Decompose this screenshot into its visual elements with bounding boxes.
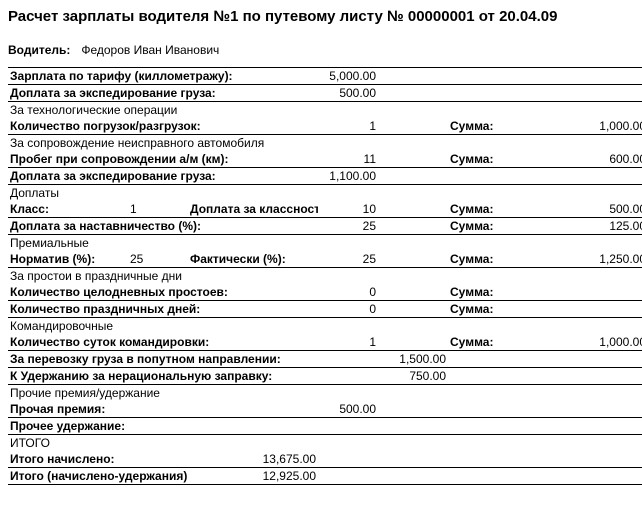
val: 750.00 bbox=[378, 368, 448, 385]
lbl: Количество целодневных простоев: bbox=[8, 284, 318, 301]
sum: 500.00 bbox=[508, 201, 642, 218]
fact-lbl: Фактически (%): bbox=[188, 251, 318, 268]
row-total-net: Итого (начислено-удержания): 12,925.00 bbox=[8, 468, 642, 485]
val: 5,000.00 bbox=[318, 68, 378, 85]
lbl: За технологические операции bbox=[8, 102, 642, 119]
row-loads: Количество погрузок/разгрузок: 1 Сумма: … bbox=[8, 118, 642, 135]
lbl: Доплата за наставничество (%): bbox=[8, 218, 318, 235]
lbl: Норматив (%): bbox=[8, 251, 128, 268]
class-val: 1 bbox=[128, 201, 188, 218]
row-mentor: Доплата за наставничество (%): 25 Сумма:… bbox=[8, 218, 642, 235]
row-techops: За технологические операции bbox=[8, 102, 642, 119]
sum-lbl: Сумма: bbox=[448, 284, 508, 301]
row-norm: Норматив (%): 25 Фактически (%): 25 Сумм… bbox=[8, 251, 642, 268]
sum: 1,000.00 bbox=[508, 118, 642, 135]
sum-lbl: Сумма: bbox=[448, 118, 508, 135]
val: 11 bbox=[318, 151, 378, 168]
sum: 1,000.00 bbox=[508, 334, 642, 351]
row-other-deduct: Прочее удержание: bbox=[8, 418, 642, 435]
val: 1,500.00 bbox=[378, 351, 448, 368]
row-escort-hdr: За сопровождение неисправного автомобиля bbox=[8, 135, 642, 152]
val: 13,675.00 bbox=[188, 451, 318, 468]
report-title: Расчет зарплаты водителя №1 по путевому … bbox=[8, 8, 634, 25]
lbl: ИТОГО bbox=[8, 435, 642, 452]
fact-val: 25 bbox=[318, 251, 378, 268]
sum-lbl: Сумма: bbox=[448, 334, 508, 351]
lbl: Доплата за экспедирование груза: bbox=[8, 168, 318, 185]
row-trip-hdr: Командировочные bbox=[8, 318, 642, 335]
row-passing: За перевозку груза в попутном направлени… bbox=[8, 351, 642, 368]
row-fullday: Количество целодневных простоев: 0 Сумма… bbox=[8, 284, 642, 301]
val: 500.00 bbox=[318, 85, 378, 102]
lbl: Прочее удержание: bbox=[8, 418, 642, 435]
row-bonus-hdr: Премиальные bbox=[8, 235, 642, 252]
val: 0 bbox=[318, 301, 378, 318]
row-holidays: Количество праздничных дней: 0 Сумма: bbox=[8, 301, 642, 318]
val: 25 bbox=[318, 218, 378, 235]
driver-name: Федоров Иван Иванович bbox=[81, 43, 219, 57]
lbl: Итого начислено: bbox=[8, 451, 188, 468]
sum: 600.00 bbox=[508, 151, 642, 168]
lbl: За простои в праздничные дни bbox=[8, 268, 642, 285]
lbl: Количество суток командировки: bbox=[8, 334, 318, 351]
lbl: Количество праздничных дней: bbox=[8, 301, 318, 318]
lbl: Командировочные bbox=[8, 318, 642, 335]
sum-lbl: Сумма: bbox=[448, 301, 508, 318]
driver-label: Водитель: bbox=[8, 43, 78, 57]
lbl: За сопровождение неисправного автомобиля bbox=[8, 135, 642, 152]
pct-lbl: Доплата за классность (%): bbox=[188, 201, 318, 218]
sum-lbl: Сумма: bbox=[448, 151, 508, 168]
val: 1,100.00 bbox=[318, 168, 378, 185]
lbl: Прочая премия: bbox=[8, 401, 318, 418]
row-class: Класс: 1 Доплата за классность (%): 10 С… bbox=[8, 201, 642, 218]
row-other-hdr: Прочие премия/удержание bbox=[8, 385, 642, 402]
lbl: К Удержанию за нерациональную заправку: bbox=[8, 368, 378, 385]
lbl: Премиальные bbox=[8, 235, 642, 252]
val: 500.00 bbox=[318, 401, 378, 418]
lbl: Пробег при сопровождении а/м (км): bbox=[8, 151, 318, 168]
lbl: Итого (начислено-удержания): bbox=[8, 468, 188, 485]
row-exped2: Доплата за экспедирование груза: 1,100.0… bbox=[8, 168, 642, 185]
sum-lbl: Сумма: bbox=[448, 218, 508, 235]
lbl: Доплаты bbox=[8, 185, 642, 202]
val: 12,925.00 bbox=[188, 468, 318, 485]
row-other-bonus: Прочая премия: 500.00 bbox=[8, 401, 642, 418]
val: 1 bbox=[318, 334, 378, 351]
row-total-accrued: Итого начислено: 13,675.00 bbox=[8, 451, 642, 468]
val: 0 bbox=[318, 284, 378, 301]
row-exped1: Доплата за экспедирование груза: 500.00 bbox=[8, 85, 642, 102]
class-lbl: Класс: bbox=[8, 201, 128, 218]
sum-lbl: Сумма: bbox=[448, 201, 508, 218]
sum: 125.00 bbox=[508, 218, 642, 235]
row-doplaty: Доплаты bbox=[8, 185, 642, 202]
row-fuel: К Удержанию за нерациональную заправку: … bbox=[8, 368, 642, 385]
row-tariff: Зарплата по тарифу (киллометражу): 5,000… bbox=[8, 68, 642, 85]
row-holiday-hdr: За простои в праздничные дни bbox=[8, 268, 642, 285]
sum-lbl: Сумма: bbox=[448, 251, 508, 268]
sum: 1,250.00 bbox=[568, 251, 642, 268]
row-escort-km: Пробег при сопровождении а/м (км): 11 Су… bbox=[8, 151, 642, 168]
salary-table: Зарплата по тарифу (киллометражу): 5,000… bbox=[8, 67, 642, 485]
lbl: Прочие премия/удержание bbox=[8, 385, 642, 402]
row-end bbox=[8, 485, 642, 486]
lbl: Зарплата по тарифу (киллометражу): bbox=[8, 68, 318, 85]
row-itogo: ИТОГО bbox=[8, 435, 642, 452]
val: 1 bbox=[318, 118, 378, 135]
lbl: Количество погрузок/разгрузок: bbox=[8, 118, 318, 135]
row-trip-days: Количество суток командировки: 1 Сумма: … bbox=[8, 334, 642, 351]
lbl: За перевозку груза в попутном направлени… bbox=[8, 351, 378, 368]
lbl: Доплата за экспедирование груза: bbox=[8, 85, 318, 102]
val: 25 bbox=[128, 251, 188, 268]
driver-row: Водитель: Федоров Иван Иванович bbox=[8, 43, 634, 57]
pct-val: 10 bbox=[318, 201, 378, 218]
